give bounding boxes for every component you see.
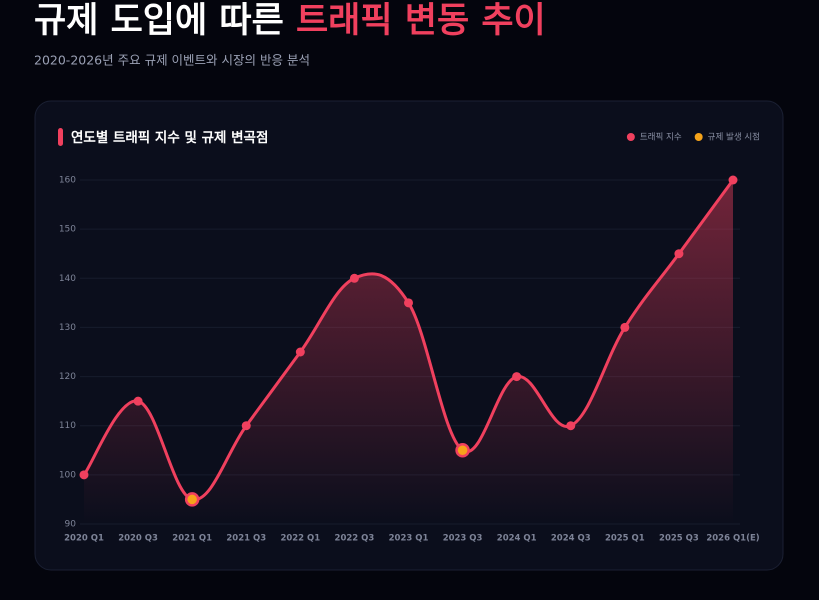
x-tick-label: 2021 Q3: [226, 534, 266, 544]
x-tick-label: 2020 Q3: [118, 534, 158, 544]
y-tick-label: 90: [65, 520, 77, 530]
y-tick-label: 160: [59, 176, 76, 186]
x-tick-label: 2020 Q1: [64, 534, 104, 544]
title-part: 트래픽 변동 추이: [296, 1, 546, 41]
legend-label: 트래픽 지수: [640, 132, 682, 143]
y-tick-label: 120: [59, 372, 76, 382]
y-tick-label: 100: [59, 470, 76, 480]
x-tick-label: 2023 Q3: [443, 534, 483, 544]
x-tick-label: 2024 Q3: [551, 534, 591, 544]
point: [620, 322, 630, 332]
x-tick-label: 2026 Q1(E): [706, 534, 759, 544]
point: [674, 249, 684, 259]
title-part: 규제 도입에 따른: [34, 1, 296, 41]
x-tick-label: 2022 Q3: [335, 534, 375, 544]
point: [349, 273, 359, 283]
legend-label: 규제 발생 시점: [708, 132, 760, 143]
panel-accent: [58, 128, 63, 146]
point: [79, 470, 89, 480]
y-tick-label: 140: [59, 274, 76, 284]
page-title: 규제 도입에 따른 트래픽 변동 추이: [34, 1, 546, 41]
point: [241, 421, 251, 431]
panel-title: 연도별 트래픽 지수 및 규제 변곡점: [71, 129, 268, 146]
x-tick-label: 2025 Q1: [605, 534, 645, 544]
point: [566, 421, 576, 431]
legend-swatch: [694, 133, 703, 141]
point: [295, 347, 305, 357]
area: [84, 180, 733, 524]
x-tick-label: 2021 Q1: [172, 534, 212, 544]
event-point: [455, 443, 470, 458]
event-point: [184, 492, 200, 507]
subtitle: 2020-2026년 주요 규제 이벤트와 시장의 반응 분석: [34, 53, 310, 68]
point: [728, 175, 738, 185]
y-tick-label: 110: [59, 421, 76, 431]
y-tick-label: 130: [59, 323, 76, 333]
point: [512, 372, 522, 382]
x-tick-label: 2022 Q1: [280, 534, 320, 544]
x-tick-label: 2023 Q1: [389, 534, 429, 544]
legend-swatch: [626, 133, 635, 141]
x-tick-label: 2025 Q3: [659, 534, 699, 544]
x-tick-label: 2024 Q1: [497, 534, 537, 544]
y-tick-label: 150: [59, 225, 76, 235]
point: [133, 396, 143, 406]
point: [404, 298, 413, 308]
